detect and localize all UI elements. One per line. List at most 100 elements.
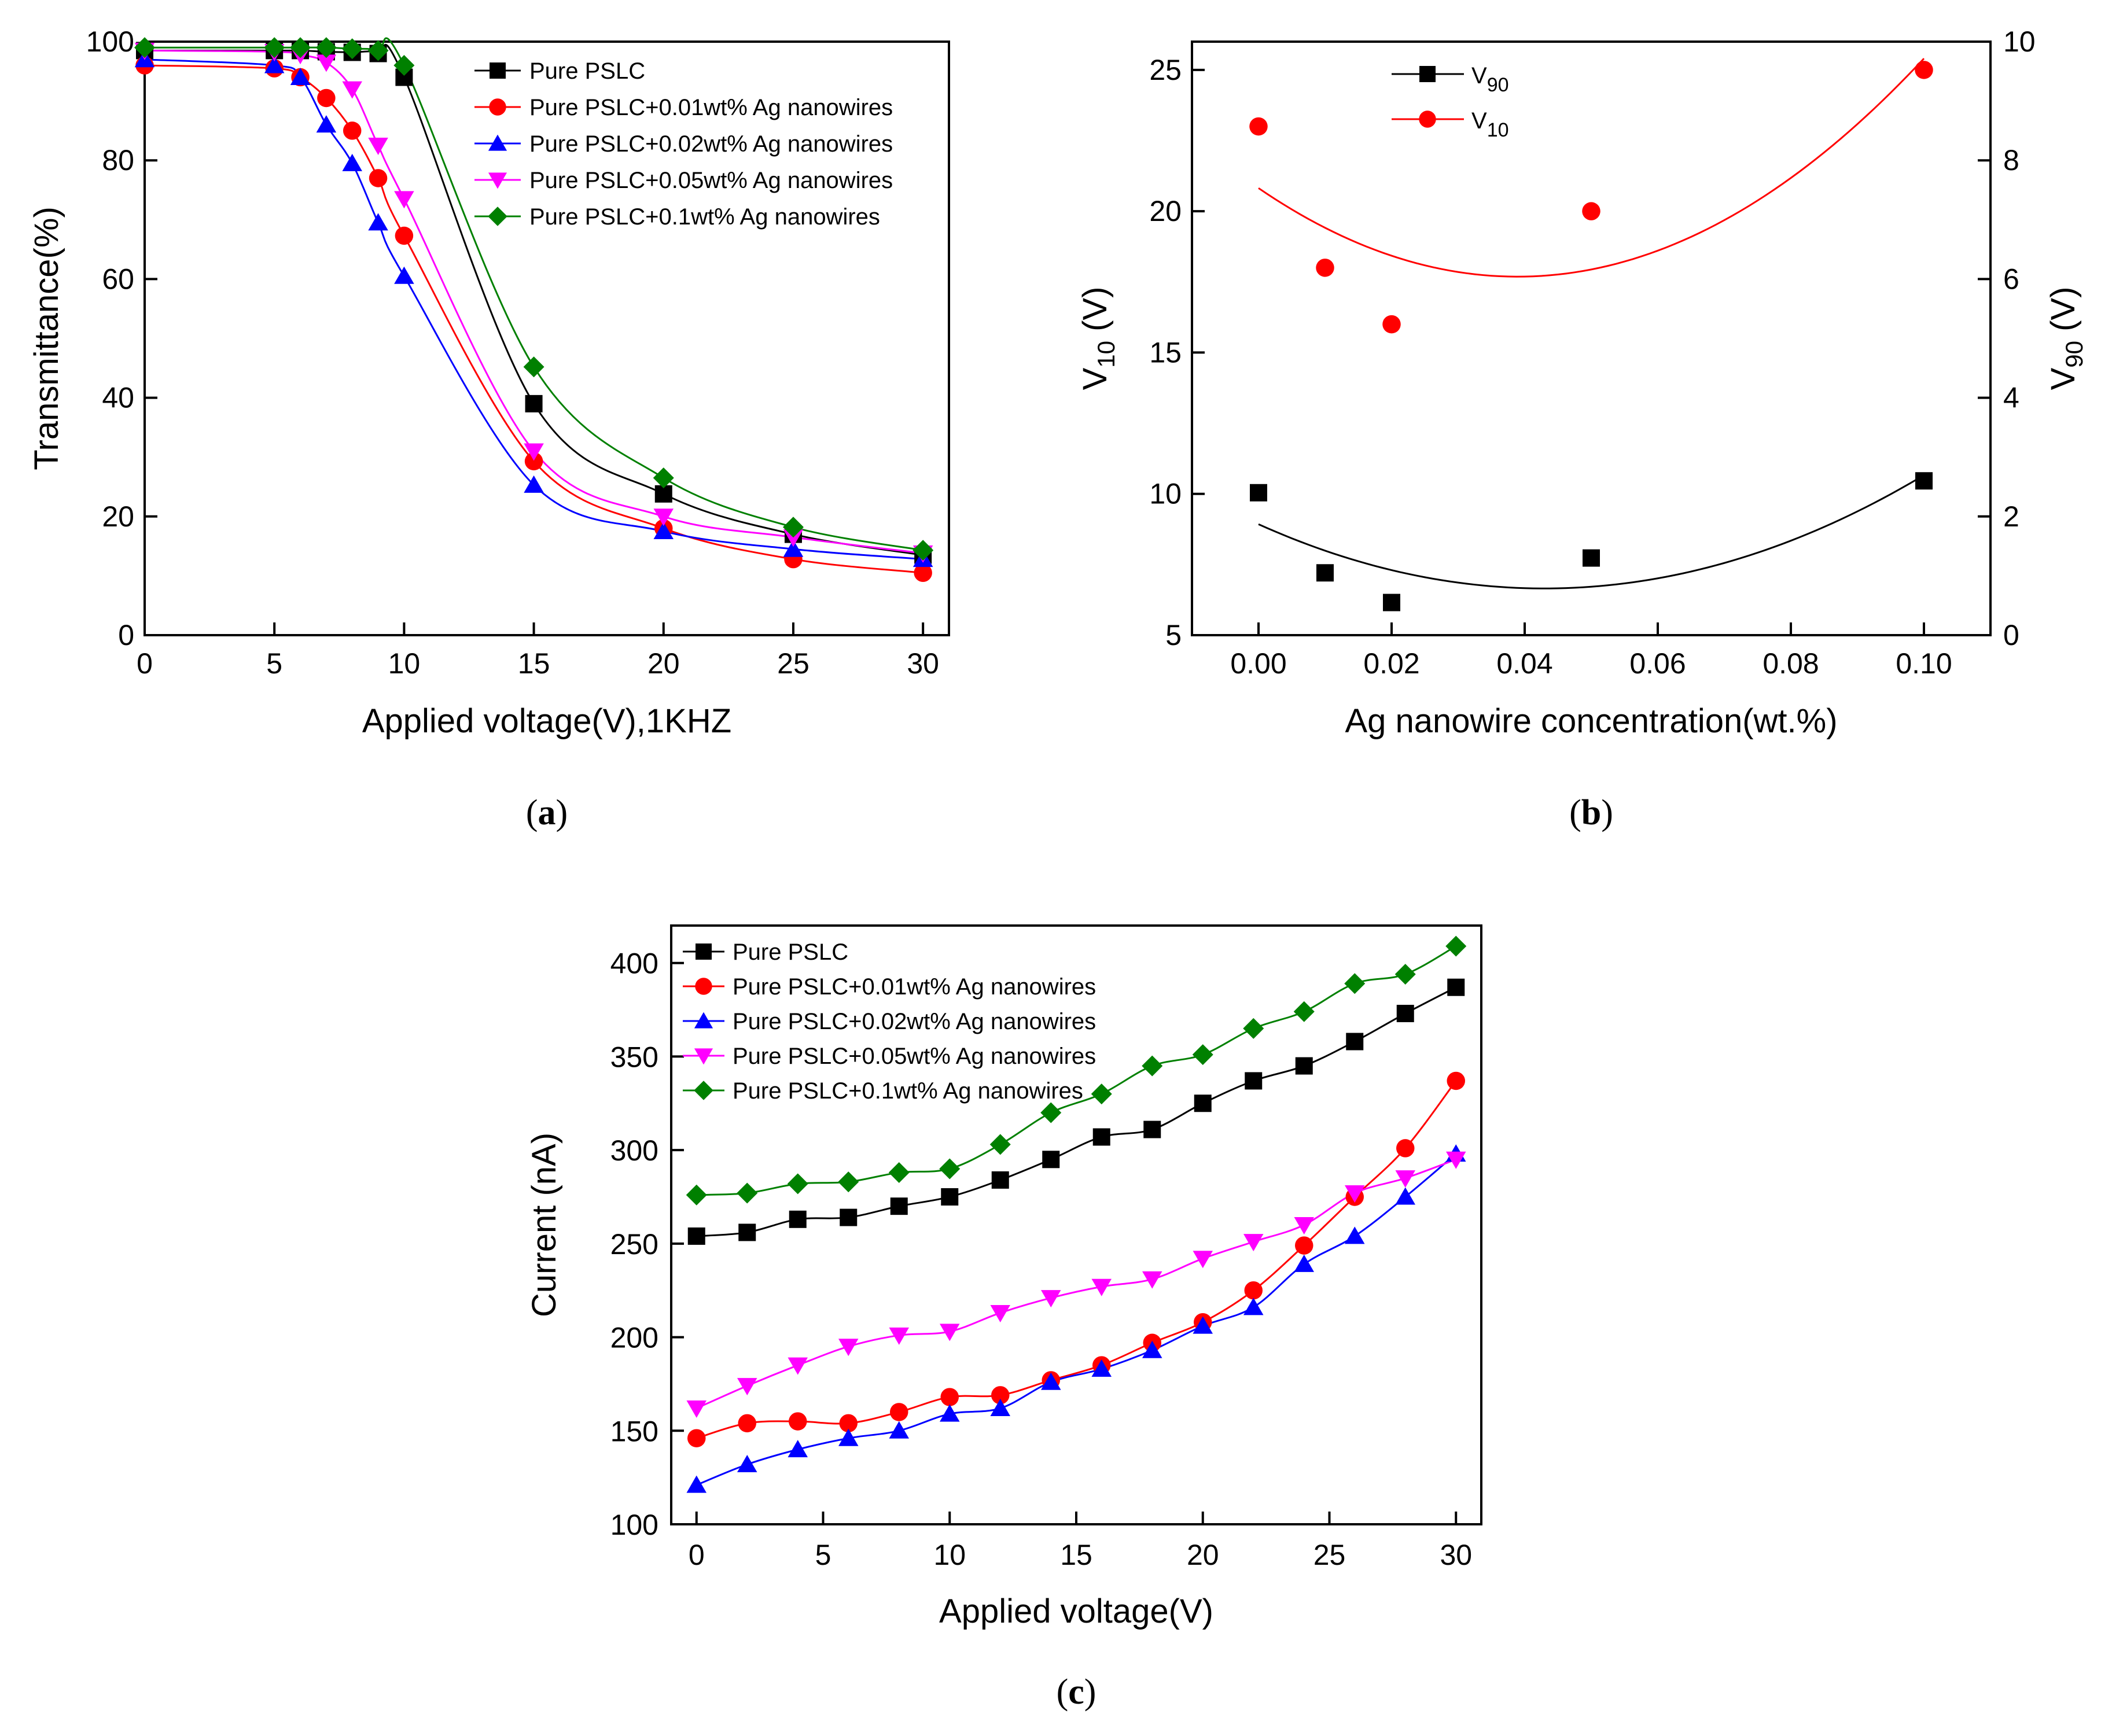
data-point <box>1445 935 1467 957</box>
data-point <box>783 529 804 547</box>
data-point <box>1245 1072 1263 1090</box>
data-point <box>317 89 336 108</box>
y-right-tick-label: 4 <box>2003 382 2019 414</box>
data-point <box>1583 549 1600 567</box>
data-point <box>315 37 337 58</box>
data-point <box>738 1414 756 1433</box>
data-point <box>782 517 804 538</box>
y-left-axis-title: V10 (V) <box>1076 287 1120 390</box>
data-point <box>525 395 543 412</box>
data-point <box>738 1223 756 1241</box>
panel-c: 0 5 10 15 20 25 30 100 150 200 250 300 350 400 Applied… <box>525 924 1482 1712</box>
data-point <box>1295 1236 1313 1255</box>
data-point <box>1345 1226 1365 1244</box>
data-point <box>1346 1033 1364 1051</box>
data-point <box>264 56 285 73</box>
data-point <box>653 521 674 539</box>
x-tick-label: 0.08 <box>1763 647 1819 680</box>
data-point <box>940 1388 959 1406</box>
y-right-tick-label: 10 <box>2003 25 2036 58</box>
data-point <box>687 1429 706 1447</box>
data-point <box>1041 1372 1061 1390</box>
x-tick-label: 25 <box>777 647 810 680</box>
x-axis-title: Applied voltage(V),1KHZ <box>362 702 731 740</box>
data-point <box>1142 1271 1162 1289</box>
x-tick-label: 0 <box>689 1539 705 1571</box>
data-point <box>290 68 311 86</box>
y-tick-label: 20 <box>102 500 134 533</box>
data-point <box>653 467 674 489</box>
data-point <box>789 1412 807 1431</box>
y-tick-label: 350 <box>610 1041 658 1073</box>
data-point <box>1243 1298 1264 1315</box>
data-point <box>342 81 362 99</box>
x-tick-label: 30 <box>1440 1539 1472 1571</box>
legend-label: Pure PSLC+0.1wt% Ag nanowires <box>529 204 880 230</box>
legend-label: Pure PSLC+0.1wt% Ag nanowires <box>733 1078 1083 1104</box>
data-point <box>523 356 544 378</box>
data-point <box>737 1455 757 1472</box>
data-point <box>989 1134 1011 1155</box>
data-point <box>1447 978 1465 996</box>
data-point <box>1383 594 1400 611</box>
trend-curve <box>1258 58 1925 278</box>
data-point <box>687 1227 705 1245</box>
data-point <box>889 1327 909 1345</box>
data-point <box>1294 1254 1314 1272</box>
y-axis-title: Transmittance(%) <box>28 207 65 470</box>
legend-marker <box>694 1048 713 1065</box>
data-point <box>1295 1057 1313 1075</box>
x-tick-label: 15 <box>1060 1539 1092 1571</box>
data-point <box>1915 61 1933 79</box>
panel-b: 0.00 0.02 0.04 0.06 0.08 0.10 5 10 15 20 25 0 2 4 6 8 10… <box>1076 25 2088 832</box>
panel-a: 0 5 10 15 20 25 30 0 20 40 60 80 100 Applied voltage(… <box>28 25 950 832</box>
y-tick-label: 80 <box>102 144 134 176</box>
legend-label: Pure PSLC+0.01wt% Ag nanowires <box>529 95 893 120</box>
legend-marker <box>1419 110 1436 128</box>
legend-label: Pure PSLC+0.01wt% Ag nanowires <box>733 974 1096 1000</box>
data-point <box>342 153 362 171</box>
x-tick-label: 5 <box>815 1539 831 1571</box>
data-point <box>524 452 543 471</box>
data-point <box>1042 1151 1060 1169</box>
y-left-tick-label: 15 <box>1149 336 1182 368</box>
data-point <box>1192 1044 1213 1066</box>
data-point <box>990 1398 1010 1416</box>
data-point <box>394 266 414 284</box>
data-point <box>1344 973 1366 994</box>
data-point <box>368 213 388 231</box>
x-tick-label: 0.00 <box>1230 647 1286 680</box>
data-point <box>788 1357 808 1375</box>
legend-label: V90 <box>1471 63 1509 96</box>
y-left-tick-label: 25 <box>1149 54 1182 86</box>
data-point <box>524 475 544 493</box>
data-point <box>1244 1281 1263 1300</box>
y-left-tick-label: 10 <box>1149 478 1182 510</box>
data-point <box>991 1386 1010 1405</box>
data-point <box>1250 484 1267 502</box>
data-point <box>134 37 155 58</box>
y-right-tick-label: 8 <box>2003 144 2019 176</box>
x-tick-label: 5 <box>266 647 282 680</box>
data-point <box>1142 1340 1162 1358</box>
legend-marker <box>488 172 507 189</box>
legend-label: Pure PSLC+0.05wt% Ag nanowires <box>529 168 893 193</box>
x-tick-label: 0 <box>137 647 153 680</box>
y-tick-label: 400 <box>610 948 658 980</box>
data-point <box>783 539 804 557</box>
plot-frame <box>143 40 950 636</box>
y-right-tick-label: 0 <box>2003 619 2019 651</box>
x-tick-label: 0.06 <box>1629 647 1686 680</box>
legend-label: V10 <box>1471 108 1509 141</box>
data-point <box>737 1378 757 1396</box>
data-point <box>653 508 674 526</box>
data-point <box>1294 1217 1314 1234</box>
plot-frame <box>1191 40 1992 636</box>
x-tick-label: 30 <box>907 647 939 680</box>
data-point <box>1395 1170 1415 1188</box>
legend-marker <box>489 98 506 116</box>
data-point <box>1142 1055 1163 1077</box>
data-point <box>991 1171 1009 1189</box>
legend-marker <box>695 978 712 995</box>
